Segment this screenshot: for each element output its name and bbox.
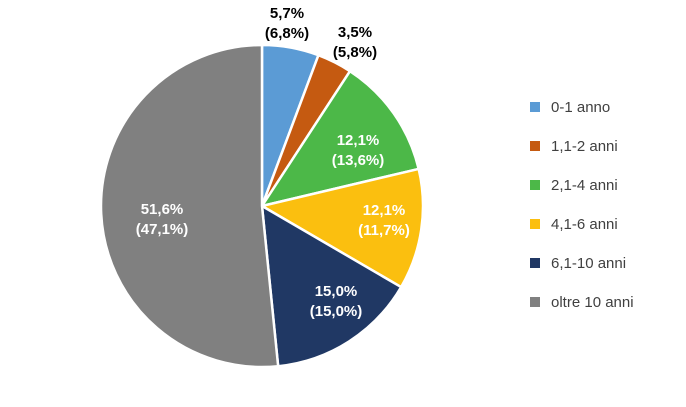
legend-swatch-4 <box>530 219 540 229</box>
legend-swatch-5 <box>530 258 540 268</box>
legend-swatch-6 <box>530 297 540 307</box>
pie-slice-3 <box>260 69 420 208</box>
legend-label-4: 4,1-6 anni <box>551 216 618 233</box>
slice-label-3: 12,1% (13,6%) <box>332 132 385 169</box>
pie-slices <box>99 43 425 369</box>
legend-label-6: oltre 10 anni <box>551 294 634 311</box>
pie-slice-4 <box>260 167 425 289</box>
pie-slice-6 <box>99 43 280 369</box>
slice-label-4: 12,1% (11,7%) <box>358 202 410 239</box>
legend-label-1: 0-1 anno <box>551 99 610 116</box>
legend-swatch-1 <box>530 102 540 112</box>
legend-label-2: 1,1-2 anni <box>551 138 618 155</box>
slice-label-2: 3,5% (5,8%) <box>333 24 377 61</box>
legend: 0-1 anno 1,1-2 anni 2,1-4 anni 4,1-6 anni 6,… <box>530 99 634 311</box>
legend-label-5: 6,1-10 anni <box>551 255 626 272</box>
legend-swatch-2 <box>530 141 540 151</box>
slice-label-6: 51,6% (47,1%) <box>136 201 189 238</box>
pie-slice-5 <box>260 204 403 368</box>
slice-label-5: 15,0% (15,0%) <box>310 283 363 320</box>
legend-swatch-3 <box>530 180 540 190</box>
slice-label-1: 5,7% (6,8%) <box>265 5 309 42</box>
legend-label-3: 2,1-4 anni <box>551 177 618 194</box>
slice-labels: 5,7% (6,8%) 3,5% (5,8%) 12,1% (13,6%) 12,1% (11… <box>136 5 410 320</box>
